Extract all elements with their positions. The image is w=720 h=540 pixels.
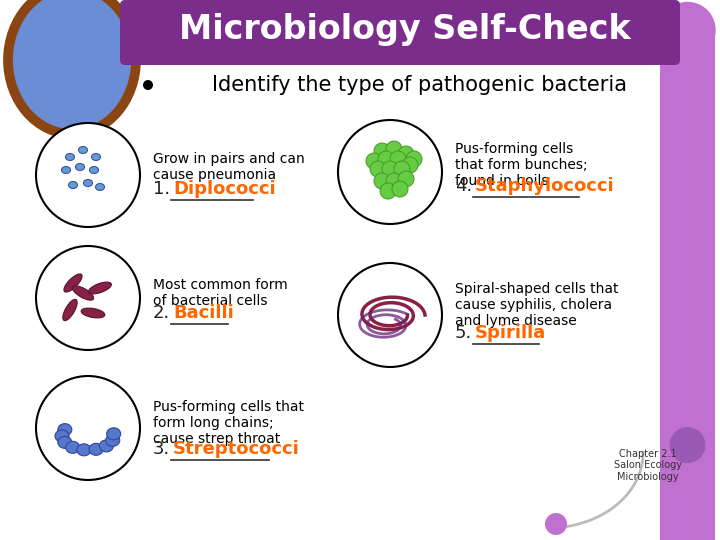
Circle shape bbox=[143, 80, 153, 90]
Ellipse shape bbox=[8, 0, 136, 134]
Ellipse shape bbox=[63, 299, 77, 321]
Ellipse shape bbox=[64, 274, 82, 292]
Text: 1.: 1. bbox=[153, 180, 170, 198]
Ellipse shape bbox=[81, 308, 105, 318]
Ellipse shape bbox=[66, 153, 74, 160]
Circle shape bbox=[378, 151, 394, 167]
Ellipse shape bbox=[73, 286, 94, 300]
Ellipse shape bbox=[99, 440, 113, 452]
Text: Pus-forming cells that
form long chains;
cause strep throat: Pus-forming cells that form long chains;… bbox=[153, 400, 304, 447]
FancyBboxPatch shape bbox=[120, 0, 680, 65]
Text: Streptococci: Streptococci bbox=[173, 440, 300, 458]
Circle shape bbox=[36, 123, 140, 227]
Text: Bacilli: Bacilli bbox=[173, 304, 234, 322]
Circle shape bbox=[386, 173, 402, 189]
Ellipse shape bbox=[84, 179, 92, 186]
Ellipse shape bbox=[55, 430, 69, 442]
Circle shape bbox=[338, 120, 442, 224]
Text: Spirilla: Spirilla bbox=[475, 324, 546, 342]
Ellipse shape bbox=[77, 444, 91, 456]
Ellipse shape bbox=[89, 282, 112, 294]
Circle shape bbox=[545, 513, 567, 535]
Ellipse shape bbox=[58, 436, 72, 448]
Circle shape bbox=[36, 376, 140, 480]
Ellipse shape bbox=[96, 184, 104, 191]
Text: 4.: 4. bbox=[455, 177, 472, 195]
Ellipse shape bbox=[89, 443, 103, 455]
Ellipse shape bbox=[89, 166, 99, 173]
Circle shape bbox=[392, 181, 408, 197]
Circle shape bbox=[402, 157, 418, 173]
Text: Spiral-shaped cells that
cause syphilis, cholera
and lyme disease: Spiral-shaped cells that cause syphilis,… bbox=[455, 282, 618, 328]
Circle shape bbox=[370, 161, 386, 177]
Text: Grow in pairs and can
cause pneumonia: Grow in pairs and can cause pneumonia bbox=[153, 152, 305, 182]
Text: Most common form
of bacterial cells: Most common form of bacterial cells bbox=[153, 278, 288, 308]
FancyBboxPatch shape bbox=[660, 30, 715, 540]
Text: Microbiology Self-Check: Microbiology Self-Check bbox=[179, 14, 631, 46]
Text: Identify the type of pathogenic bacteria: Identify the type of pathogenic bacteria bbox=[212, 75, 628, 95]
Circle shape bbox=[398, 171, 414, 187]
Ellipse shape bbox=[68, 181, 78, 188]
Text: Chapter 2.1
Salon Ecology
Microbiology: Chapter 2.1 Salon Ecology Microbiology bbox=[614, 449, 682, 482]
Circle shape bbox=[366, 153, 382, 169]
Text: Diplococci: Diplococci bbox=[173, 180, 276, 198]
Text: 3.: 3. bbox=[153, 440, 170, 458]
Ellipse shape bbox=[107, 428, 121, 440]
Circle shape bbox=[390, 151, 406, 167]
Circle shape bbox=[394, 161, 410, 177]
Circle shape bbox=[386, 141, 402, 157]
Ellipse shape bbox=[58, 424, 72, 436]
Circle shape bbox=[670, 427, 706, 463]
Ellipse shape bbox=[61, 166, 71, 173]
Text: Pus-forming cells
that form bunches;
found in boils: Pus-forming cells that form bunches; fou… bbox=[455, 142, 588, 188]
Ellipse shape bbox=[76, 164, 84, 171]
Circle shape bbox=[36, 246, 140, 350]
Circle shape bbox=[660, 3, 715, 57]
Ellipse shape bbox=[91, 153, 101, 160]
Ellipse shape bbox=[106, 434, 120, 447]
Circle shape bbox=[374, 143, 390, 159]
Circle shape bbox=[398, 146, 414, 162]
Circle shape bbox=[380, 183, 396, 199]
Circle shape bbox=[382, 161, 398, 177]
Circle shape bbox=[374, 173, 390, 189]
Circle shape bbox=[406, 151, 422, 167]
Text: 5.: 5. bbox=[455, 324, 472, 342]
Ellipse shape bbox=[78, 146, 88, 153]
Circle shape bbox=[338, 263, 442, 367]
Text: 2.: 2. bbox=[153, 304, 170, 322]
Text: Staphylococci: Staphylococci bbox=[475, 177, 615, 195]
Ellipse shape bbox=[66, 441, 80, 453]
